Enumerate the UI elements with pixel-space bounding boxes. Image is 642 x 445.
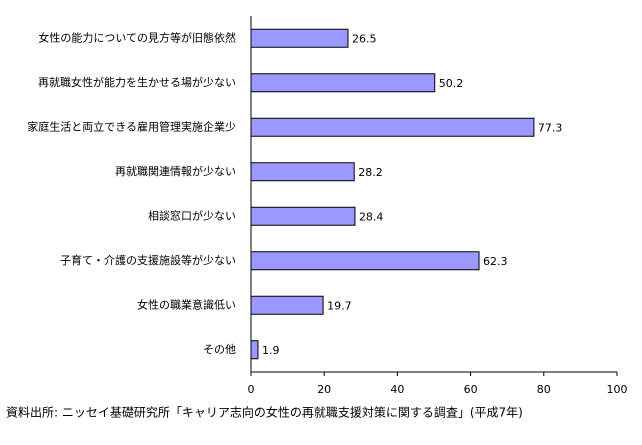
bar <box>250 73 436 93</box>
bar <box>250 295 324 315</box>
y-tick-label: その他 <box>203 343 236 356</box>
y-tick-label: 再就職関連情報が少ない <box>115 164 236 178</box>
y-tick-label: 子育て・介護の支援施設等が少ない <box>60 253 236 267</box>
x-tick-label: 80 <box>537 383 551 396</box>
y-tick-label: 家庭生活と両立できる雇用管理実施企業少 <box>27 119 236 133</box>
source-note: 資料出所: ニッセイ基礎研究所「キャリア志向の女性の再就職支援対策に関する調査」… <box>6 405 523 420</box>
value-label: 77.3 <box>538 121 563 134</box>
value-label: 26.5 <box>352 32 377 45</box>
bar <box>250 206 356 226</box>
y-tick-label: 女性の能力についての見方等が旧態依然 <box>38 30 236 44</box>
bar <box>250 251 480 271</box>
bar <box>250 28 349 48</box>
value-label: 50.2 <box>439 77 464 90</box>
bar <box>250 162 355 182</box>
value-label: 1.9 <box>262 344 280 357</box>
x-tick-label: 0 <box>248 383 255 396</box>
y-tick-label: 相談窓口が少ない <box>148 208 236 222</box>
value-label: 19.7 <box>327 299 352 312</box>
value-label: 28.4 <box>359 210 384 223</box>
x-tick-label: 40 <box>390 383 404 396</box>
value-label: 62.3 <box>483 255 508 268</box>
bar <box>250 340 259 360</box>
x-tick-label: 100 <box>607 383 628 396</box>
y-tick-label: 再就職女性が能力を生かせる場が少ない <box>38 75 236 89</box>
x-tick-label: 60 <box>464 383 478 396</box>
x-tick-label: 20 <box>317 383 331 396</box>
value-label: 28.2 <box>358 166 383 179</box>
bar <box>250 117 535 137</box>
y-tick-label: 女性の職業意識低い <box>137 297 236 311</box>
